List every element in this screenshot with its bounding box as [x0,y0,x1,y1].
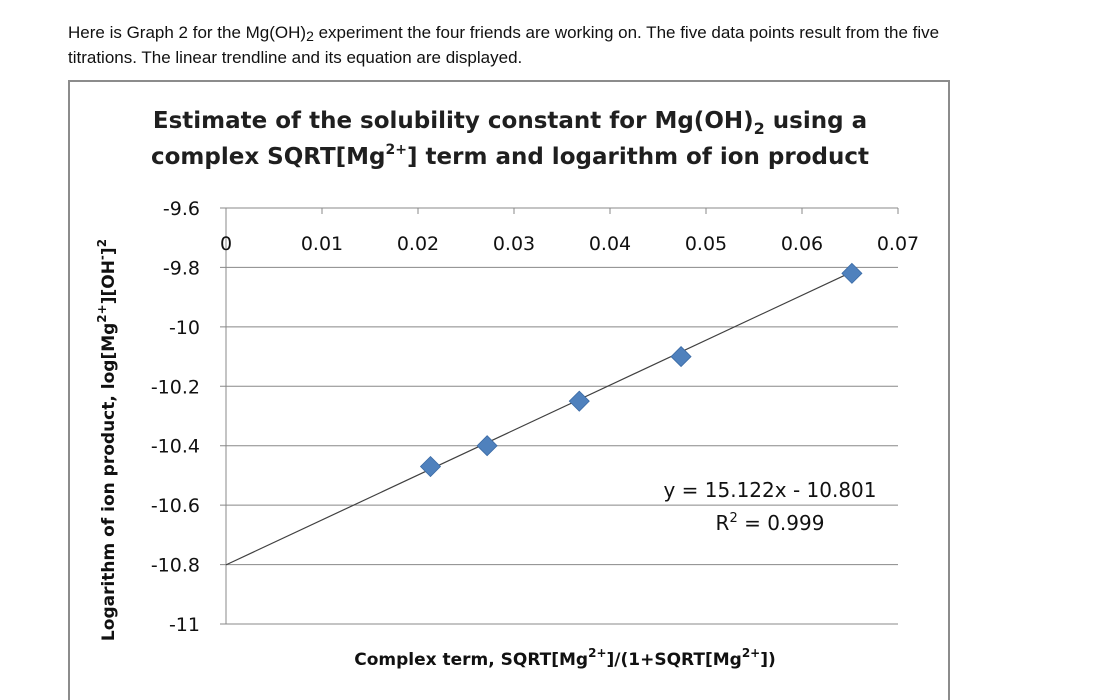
data-point [568,390,590,412]
y-tick-label: -10.6 [151,495,200,517]
y-tick-labels: -9.6 -9.8 -10 -10.2 -10.4 -10.6 -10.8 -11 [151,198,200,636]
y-axis-title: Logarithm of ion product, log[Mg2+][OH-]… [95,239,119,641]
x-axis-title: Complex term, SQRT[Mg2+]/(1+SQRT[Mg2+]) [354,646,776,670]
intro-text: Here is Graph 2 for the Mg(OH)2 experime… [68,20,1088,70]
x-tick-label: 0.06 [781,233,823,255]
intro-line2: titrations. The linear trendline and its… [68,48,523,67]
x-tick-label: 0 [220,233,232,255]
x-tick-label: 0.03 [493,233,535,255]
ylabel-sup3: 2 [95,239,109,247]
ylabel-sup2: - [95,255,109,260]
x-tick-labels: 0 0.01 0.02 0.03 0.04 0.05 0.06 0.07 [220,233,919,255]
y-tick-label: -10 [169,317,200,339]
r2-sup: 2 [729,511,737,526]
chart-title-1sub: 2 [754,119,765,138]
grid-layer [220,207,899,625]
chart-title-2b: ] term and logarithm of ion product [407,144,869,170]
chart-title-1b: using a [765,108,867,134]
trendline-layer [225,271,853,566]
chart-title-2sup: 2+ [386,142,407,158]
intro-line1-sub: 2 [306,28,314,44]
xlabel-c: ]) [760,650,776,670]
r-squared-label: R2 = 0.999 [716,511,825,535]
ylabel-a: Logarithm of ion product, log[Mg [99,323,119,641]
r2-b: = 0.999 [738,511,825,535]
chart-title-line1: Estimate of the solubility constant for … [153,108,867,138]
x-tick-label: 0.01 [301,233,343,255]
data-point [670,346,692,368]
ylabel-sup1: 2+ [95,304,109,322]
trendline [225,271,853,566]
x-tick-label: 0.02 [397,233,439,255]
points-layer [419,262,863,478]
intro-line1-b: experiment the four friends are working … [313,23,940,42]
intro-line1-a: Here is Graph 2 for the Mg(OH) [68,23,307,42]
y-tick-label: -9.8 [163,257,200,279]
xlabel-sup2: 2+ [742,646,760,660]
xlabel-b: ]/(1+SQRT[Mg [607,650,742,670]
y-tick-label: -10.8 [151,555,200,577]
xlabel-a: Complex term, SQRT[Mg [354,650,588,670]
xlabel-sup1: 2+ [588,646,606,660]
trendline-equation: y = 15.122x - 10.801 [663,478,876,502]
chart-title-1a: Estimate of the solubility constant for … [153,108,754,134]
chart-frame [68,80,950,700]
y-tick-label: -10.4 [151,436,200,458]
x-tick-label: 0.04 [589,233,631,255]
r2-a: R [716,511,730,535]
y-tick-label: -9.6 [163,198,200,220]
data-point [841,262,863,284]
data-point [476,435,498,457]
y-tick-label: -11 [169,614,200,636]
x-tick-label: 0.07 [877,233,919,255]
data-point [419,455,442,478]
ylabel-b: ][OH [99,260,119,304]
chart-title-2a: complex SQRT[Mg [151,144,386,170]
x-tick-label: 0.05 [685,233,727,255]
y-tick-label: -10.2 [151,376,200,398]
ylabel-c: ] [99,247,119,255]
chart-title-line2: complex SQRT[Mg2+] term and logarithm of… [151,142,869,170]
